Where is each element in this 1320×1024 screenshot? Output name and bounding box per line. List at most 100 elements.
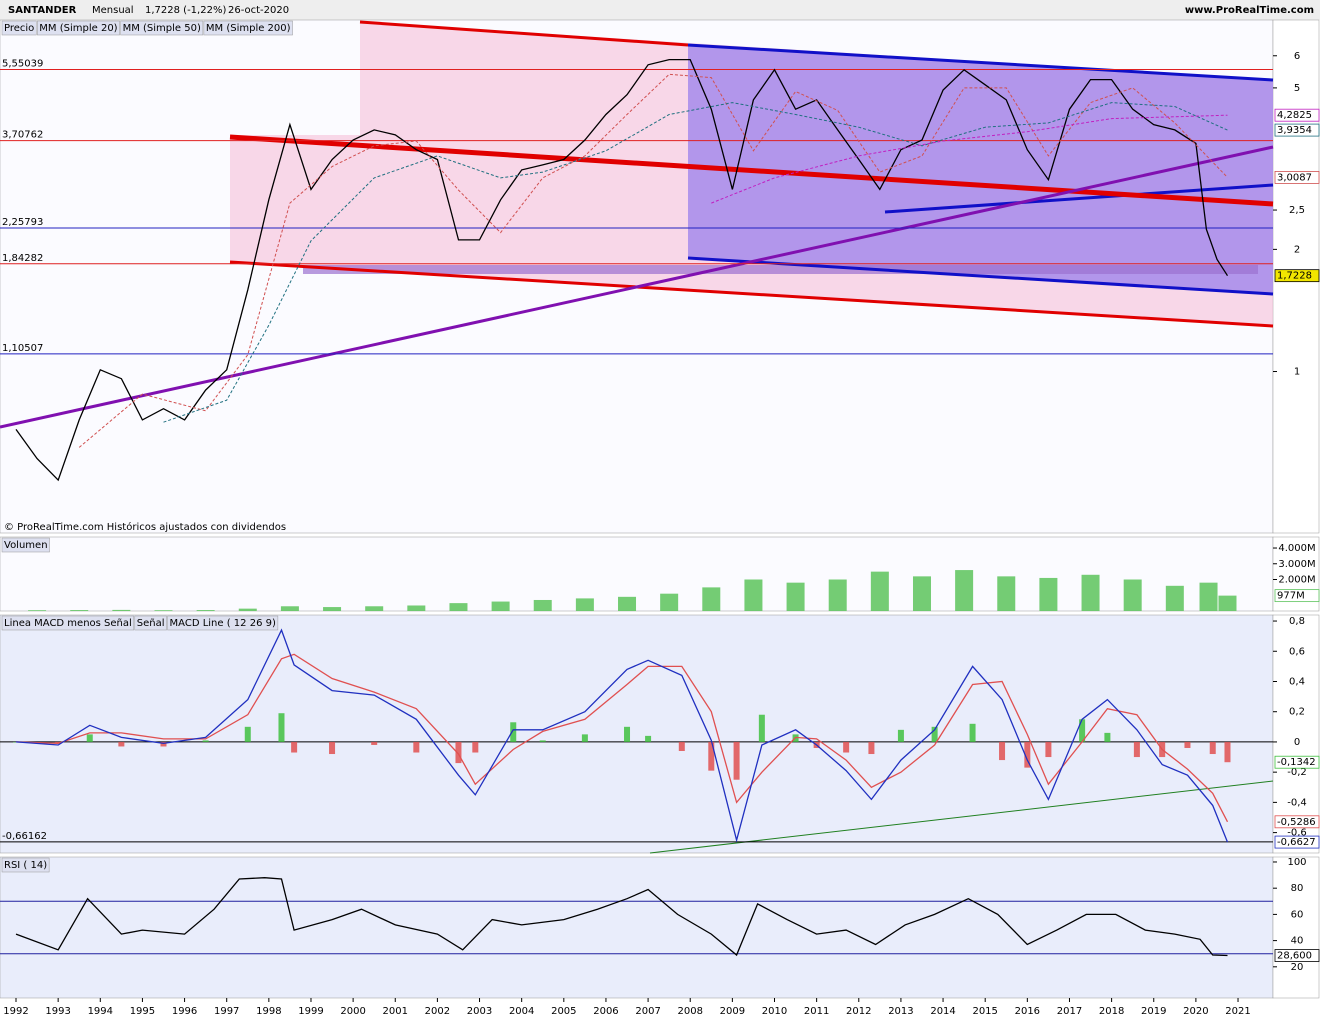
axis-area (1272, 856, 1320, 999)
bar (645, 735, 652, 742)
x-tick-label: 2021 (1225, 1006, 1250, 1017)
bar (1045, 741, 1052, 758)
bar (196, 610, 215, 611)
date: 26-oct-2020 (228, 5, 289, 16)
bar (758, 714, 765, 742)
bar (244, 726, 251, 742)
x-tick-label: 2017 (1057, 1006, 1082, 1017)
legend-box (167, 615, 279, 631)
y-tick-label: 5 (1294, 83, 1300, 94)
y-tick-label: 0 (1294, 737, 1300, 748)
legend-label: MACD Line ( 12 26 9) (170, 618, 276, 629)
value-box (1274, 269, 1320, 283)
bar (1081, 574, 1100, 611)
bar (202, 740, 209, 742)
y-tick-label: 60 (1291, 909, 1304, 920)
x-tick-label: 2001 (383, 1006, 408, 1017)
value-label: -0,1342 (1277, 757, 1316, 768)
x-tick-label: 2010 (762, 1006, 787, 1017)
axis-area (1272, 614, 1320, 854)
legend-label: MM (Simple 20) (39, 23, 117, 34)
bar (744, 579, 763, 611)
trend-line (359, 20, 689, 47)
header-bar (0, 0, 1320, 20)
x-tick-label: 2009 (720, 1006, 745, 1017)
y-tick-label: 0,8 (1289, 616, 1305, 627)
bar (870, 571, 889, 611)
trend-line (884, 183, 1274, 214)
bar (510, 722, 517, 742)
legend-label: MM (Simple 50) (123, 23, 201, 34)
x-tick-label: 2005 (551, 1006, 576, 1017)
series-line (15, 628, 1229, 843)
quote: 1,7228 (-1,22%) (145, 5, 226, 16)
value-box (1274, 755, 1320, 769)
panel (0, 856, 1274, 999)
y-tick-label: 2.000M (1278, 575, 1315, 586)
bar (1209, 741, 1216, 755)
bar (70, 610, 89, 611)
value-label: -0,6627 (1277, 837, 1316, 848)
bar (1123, 579, 1142, 611)
x-tick-label: 1994 (88, 1006, 113, 1017)
x-tick-label: 1992 (3, 1006, 28, 1017)
y-tick-label: 2,5 (1289, 205, 1305, 216)
drawings (0, 20, 1274, 854)
legend-box (1, 20, 37, 36)
value-label: -0,5286 (1277, 817, 1316, 828)
period: Mensual (92, 5, 134, 16)
x-tick-label: 2016 (1015, 1006, 1040, 1017)
legend-box (120, 20, 204, 36)
bar (1133, 741, 1140, 758)
bar (931, 726, 938, 742)
bar (660, 593, 679, 611)
trend-line (649, 780, 1274, 854)
bar (868, 741, 875, 755)
x-tick-label: 2008 (677, 1006, 702, 1017)
bar (55, 741, 62, 744)
bar (955, 570, 974, 611)
bar (278, 713, 285, 742)
bar (702, 587, 721, 611)
panel (0, 536, 1274, 612)
y-tick-label: 4.000M (1278, 543, 1315, 554)
y-tick-label: 0,2 (1289, 707, 1305, 718)
x-tick-label: 2019 (1141, 1006, 1166, 1017)
bar (1165, 585, 1184, 611)
x-tick-label: 2007 (635, 1006, 660, 1017)
bar (407, 605, 426, 611)
bar (997, 576, 1016, 611)
x-tick-label: 2020 (1183, 1006, 1208, 1017)
legend-box (203, 20, 293, 36)
trend-line (229, 260, 1274, 328)
y-tick-label: 0,6 (1289, 646, 1305, 657)
y-tick-label: 100 (1287, 857, 1306, 868)
y-tick-label: 0,4 (1289, 676, 1305, 687)
series-line (15, 58, 1229, 482)
bar (1184, 741, 1191, 748)
bar (999, 741, 1006, 761)
series-line (711, 114, 1228, 204)
level-label: 3,70762 (2, 130, 43, 141)
y-tick-label: 3.000M (1278, 559, 1315, 570)
bar (160, 741, 167, 747)
x-tick-label: 1993 (45, 1006, 70, 1017)
plots: 1 2 2,5 5 6 5,55039 3,70762 2,25793 1,84282 1,105… (0, 20, 1320, 1017)
bar (708, 741, 715, 771)
bar (618, 596, 637, 611)
y-tick-label: 20 (1291, 962, 1304, 973)
site: www.ProRealTime.com (1185, 5, 1314, 16)
bar (1218, 595, 1237, 611)
value-box (1274, 108, 1320, 122)
value-box (1274, 589, 1320, 603)
bar (365, 606, 384, 611)
bar (28, 610, 47, 611)
level-label: -0,66162 (2, 831, 47, 842)
value-label: 3,9354 (1277, 125, 1312, 136)
legend-label: Volumen (4, 540, 48, 551)
bar (733, 741, 740, 780)
y-tick-label: -0,6 (1287, 828, 1307, 839)
y-tick-label: -0,2 (1287, 767, 1307, 778)
legend-label: Linea MACD menos Señal (4, 618, 132, 629)
